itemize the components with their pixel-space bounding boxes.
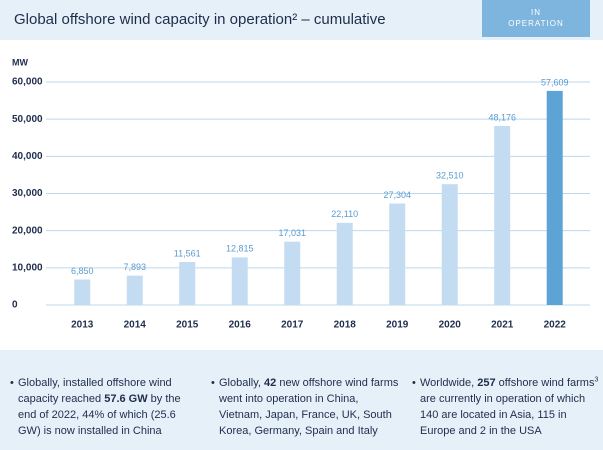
note-text: are currently in operation of which 140 … (420, 393, 586, 437)
note-text: offshore wind farms (495, 377, 595, 389)
y-tick-label: 0 (12, 300, 18, 311)
x-tick-label: 2021 (491, 320, 514, 331)
x-tick-label: 2018 (334, 320, 357, 331)
note-text: new offshore wind farms went into operat… (219, 377, 399, 437)
value-label: 17,031 (278, 228, 306, 238)
y-tick-label: 40,000 (12, 151, 43, 162)
bar (336, 222, 353, 305)
bar (284, 241, 301, 305)
note-text: by the end of 2022, 44% of which (25.6 G… (18, 393, 181, 437)
bar (179, 262, 196, 305)
badge (482, 0, 590, 37)
note-text: 57.6 GW (104, 393, 148, 405)
bar (441, 184, 458, 305)
y-tick-label: 60,000 (12, 77, 43, 88)
chart-title: Global offshore wind capacity in operati… (14, 11, 386, 28)
y-tick-label: 20,000 (12, 225, 43, 236)
x-tick-label: 2019 (386, 320, 409, 331)
badge-text: IN OPERATION (508, 8, 564, 28)
note-text: 42 (264, 377, 277, 389)
value-label: 57,609 (541, 77, 569, 87)
bar (74, 279, 91, 305)
note: Globally, installed offshore wind capaci… (10, 350, 201, 450)
note-text: 3 (594, 376, 599, 384)
note: Globally, 42 new offshore wind farms wen… (211, 350, 402, 450)
notes: Globally, installed offshore wind capaci… (0, 350, 603, 450)
y-tick-label: 50,000 (12, 114, 43, 125)
x-tick-label: 2017 (281, 320, 304, 331)
x-tick-label: 2020 (439, 320, 462, 331)
value-label: 11,561 (174, 248, 201, 258)
bar (494, 125, 511, 306)
value-label: 7,893 (123, 262, 146, 272)
value-label: 32,510 (436, 171, 464, 181)
y-tick-label: 30,000 (12, 188, 43, 199)
x-tick-label: 2022 (544, 320, 567, 331)
y-tick-label: 10,000 (12, 262, 43, 273)
x-tick-label: 2016 (229, 320, 252, 331)
bar (126, 275, 143, 305)
note-text: Globally, (219, 377, 265, 389)
x-tick-label: 2013 (71, 320, 94, 331)
chart: Global offshore wind capacity in operati… (0, 0, 603, 331)
value-label: 27,304 (383, 190, 411, 200)
value-label: 6,850 (71, 266, 94, 276)
y-axis-label: MW (12, 57, 28, 67)
x-tick-label: 2015 (176, 320, 199, 331)
note: Worldwide, 257 offshore wind farms3 are … (412, 350, 603, 450)
note-text: Globally, installed offshore wind capaci… (18, 377, 172, 405)
value-label: 48,176 (488, 112, 516, 122)
note-text: Worldwide, (420, 377, 478, 389)
bar (546, 90, 563, 305)
x-tick-label: 2014 (124, 320, 147, 331)
bar (231, 257, 248, 305)
value-label: 12,815 (226, 244, 254, 254)
bar (389, 203, 406, 305)
value-label: 22,110 (331, 209, 358, 219)
note-text: 257 (477, 377, 496, 389)
